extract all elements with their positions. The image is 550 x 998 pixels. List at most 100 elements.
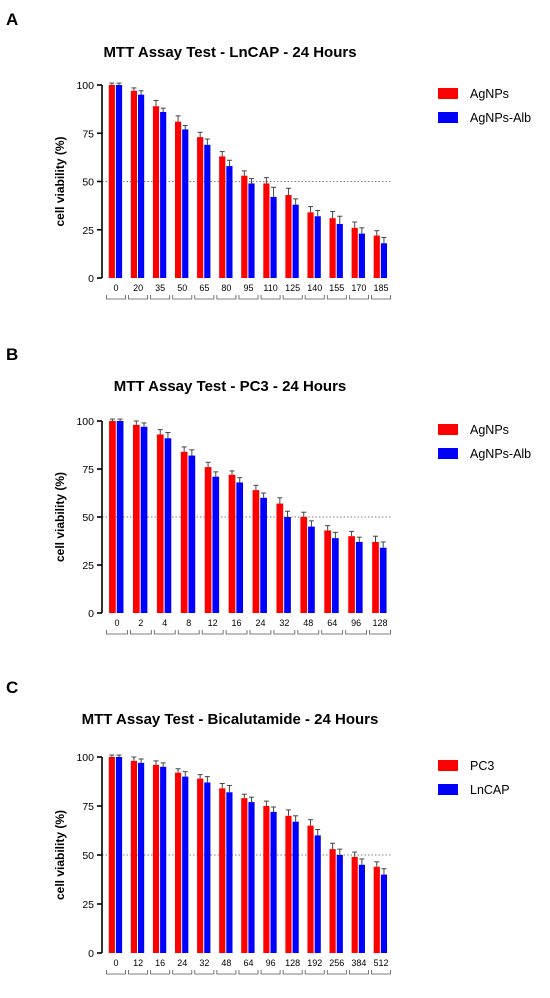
bar-agnps <box>108 85 115 278</box>
x-category-bracket <box>348 295 369 300</box>
y-axis-label: cell viability (%) <box>53 472 67 562</box>
y-tick-label: 100 <box>76 80 94 92</box>
x-category-label: 65 <box>199 283 209 293</box>
bar-agnps <box>204 467 212 613</box>
bar-agnps <box>372 541 379 613</box>
x-category-bracket <box>304 295 325 300</box>
bar-lncap <box>115 757 123 953</box>
x-category-bracket <box>321 630 344 635</box>
bar-pc3 <box>130 760 138 953</box>
x-category-bracket <box>150 970 171 975</box>
x-category-bracket <box>172 970 193 975</box>
bar-agnps-alb <box>308 526 315 613</box>
bar-agnps <box>285 195 292 278</box>
x-category-label: 32 <box>279 618 289 628</box>
y-axis-label: cell viability (%) <box>53 136 67 226</box>
bar-agnps <box>109 421 116 613</box>
bar-agnps-alb <box>292 204 299 278</box>
panel-b: B MTT Assay Test - PC3 - 24 Hours 0 25 50 7… <box>0 345 550 665</box>
x-category-label: 48 <box>303 618 313 628</box>
y-tick-label: 100 <box>76 752 94 764</box>
bar-agnps-alb <box>314 216 321 278</box>
x-category-label: 80 <box>221 283 231 293</box>
bar-lncap <box>314 835 321 953</box>
bar-agnps <box>329 218 336 278</box>
chart-title: MTT Assay Test - PC3 - 24 Hours <box>113 378 347 395</box>
x-category-label: 24 <box>177 958 187 968</box>
bar-lncap <box>182 776 189 953</box>
bar-agnps-alb <box>332 538 339 613</box>
bar-lncap <box>226 792 233 953</box>
legend-label-pc3: PC3 <box>470 759 494 773</box>
x-category-bracket <box>194 295 215 300</box>
panel-letter: C <box>6 678 19 697</box>
x-category-label: 0 <box>114 618 119 628</box>
bar-agnps-alb <box>138 94 145 279</box>
bar-agnps-alb <box>336 223 343 278</box>
legend-swatch-agnps <box>438 424 458 435</box>
x-category-label: 12 <box>208 618 218 628</box>
x-category-bracket <box>326 970 347 975</box>
bar-agnps-alb <box>182 129 189 278</box>
x-category-label: 170 <box>351 283 366 293</box>
bar-agnps-alb <box>115 85 123 278</box>
x-category-label: 96 <box>351 618 361 628</box>
chart-title: MTT Assay Test - LnCAP - 24 Hours <box>103 44 357 61</box>
legend-label-agnps-alb: AgNPs-Alb <box>470 447 531 461</box>
x-category-bracket <box>297 630 320 635</box>
x-category-label: 185 <box>373 283 388 293</box>
legend-label-agnps: AgNPs <box>470 423 509 437</box>
y-tick-label: 0 <box>88 608 94 620</box>
x-category-bracket <box>260 970 281 975</box>
y-tick-label: 75 <box>82 801 94 813</box>
legend-swatch-pc3 <box>438 760 458 771</box>
y-tick-label: 50 <box>82 512 94 524</box>
x-category-bracket <box>348 970 369 975</box>
panel-letter: A <box>6 10 19 29</box>
bar-pc3 <box>285 815 292 953</box>
x-category-bracket <box>106 970 126 975</box>
x-category-bracket <box>371 970 391 975</box>
bar-pc3 <box>307 825 314 953</box>
bar-lncap <box>292 821 299 953</box>
x-category-bracket <box>345 630 367 635</box>
x-category-bracket <box>238 295 259 300</box>
x-category-bracket <box>128 295 149 300</box>
x-category-bracket <box>371 295 391 300</box>
bar-agnps <box>228 474 236 613</box>
x-category-label: 64 <box>327 618 337 628</box>
y-tick-label: 0 <box>88 948 94 960</box>
y-tick-label: 100 <box>76 416 94 428</box>
panel-letter: B <box>6 345 19 364</box>
y-tick-label: 75 <box>82 128 94 140</box>
bar-lncap <box>204 782 211 953</box>
x-category-bracket <box>201 630 224 635</box>
bar-agnps <box>156 434 164 613</box>
panel-a: A MTT Assay Test - LnCAP - 24 Hours 0 25 5… <box>0 10 550 330</box>
bar-agnps <box>197 137 204 278</box>
bar-agnps-alb <box>160 112 167 279</box>
bar-agnps-alb <box>355 541 363 613</box>
bar-pc3 <box>351 856 358 953</box>
x-category-label: 125 <box>285 283 300 293</box>
bar-agnps-alb <box>204 144 211 278</box>
bar-agnps-alb <box>248 183 255 278</box>
x-category-label: 32 <box>199 958 209 968</box>
bar-agnps-alb <box>116 421 124 613</box>
x-category-label: 128 <box>285 958 300 968</box>
bar-agnps-alb <box>164 438 172 613</box>
x-category-label: 35 <box>155 283 165 293</box>
bar-agnps <box>351 227 358 278</box>
x-category-label: 256 <box>329 958 344 968</box>
x-category-bracket <box>128 970 149 975</box>
bar-agnps <box>132 424 140 613</box>
bar-lncap <box>336 855 343 953</box>
x-category-bracket <box>194 970 215 975</box>
legend-swatch-agnps-alb <box>438 448 458 459</box>
bar-agnps-alb <box>212 476 220 613</box>
bar-agnps-alb <box>260 497 267 613</box>
bar-agnps-alb <box>380 243 388 278</box>
x-category-label: 95 <box>243 283 253 293</box>
y-axis-label: cell viability (%) <box>53 810 67 900</box>
